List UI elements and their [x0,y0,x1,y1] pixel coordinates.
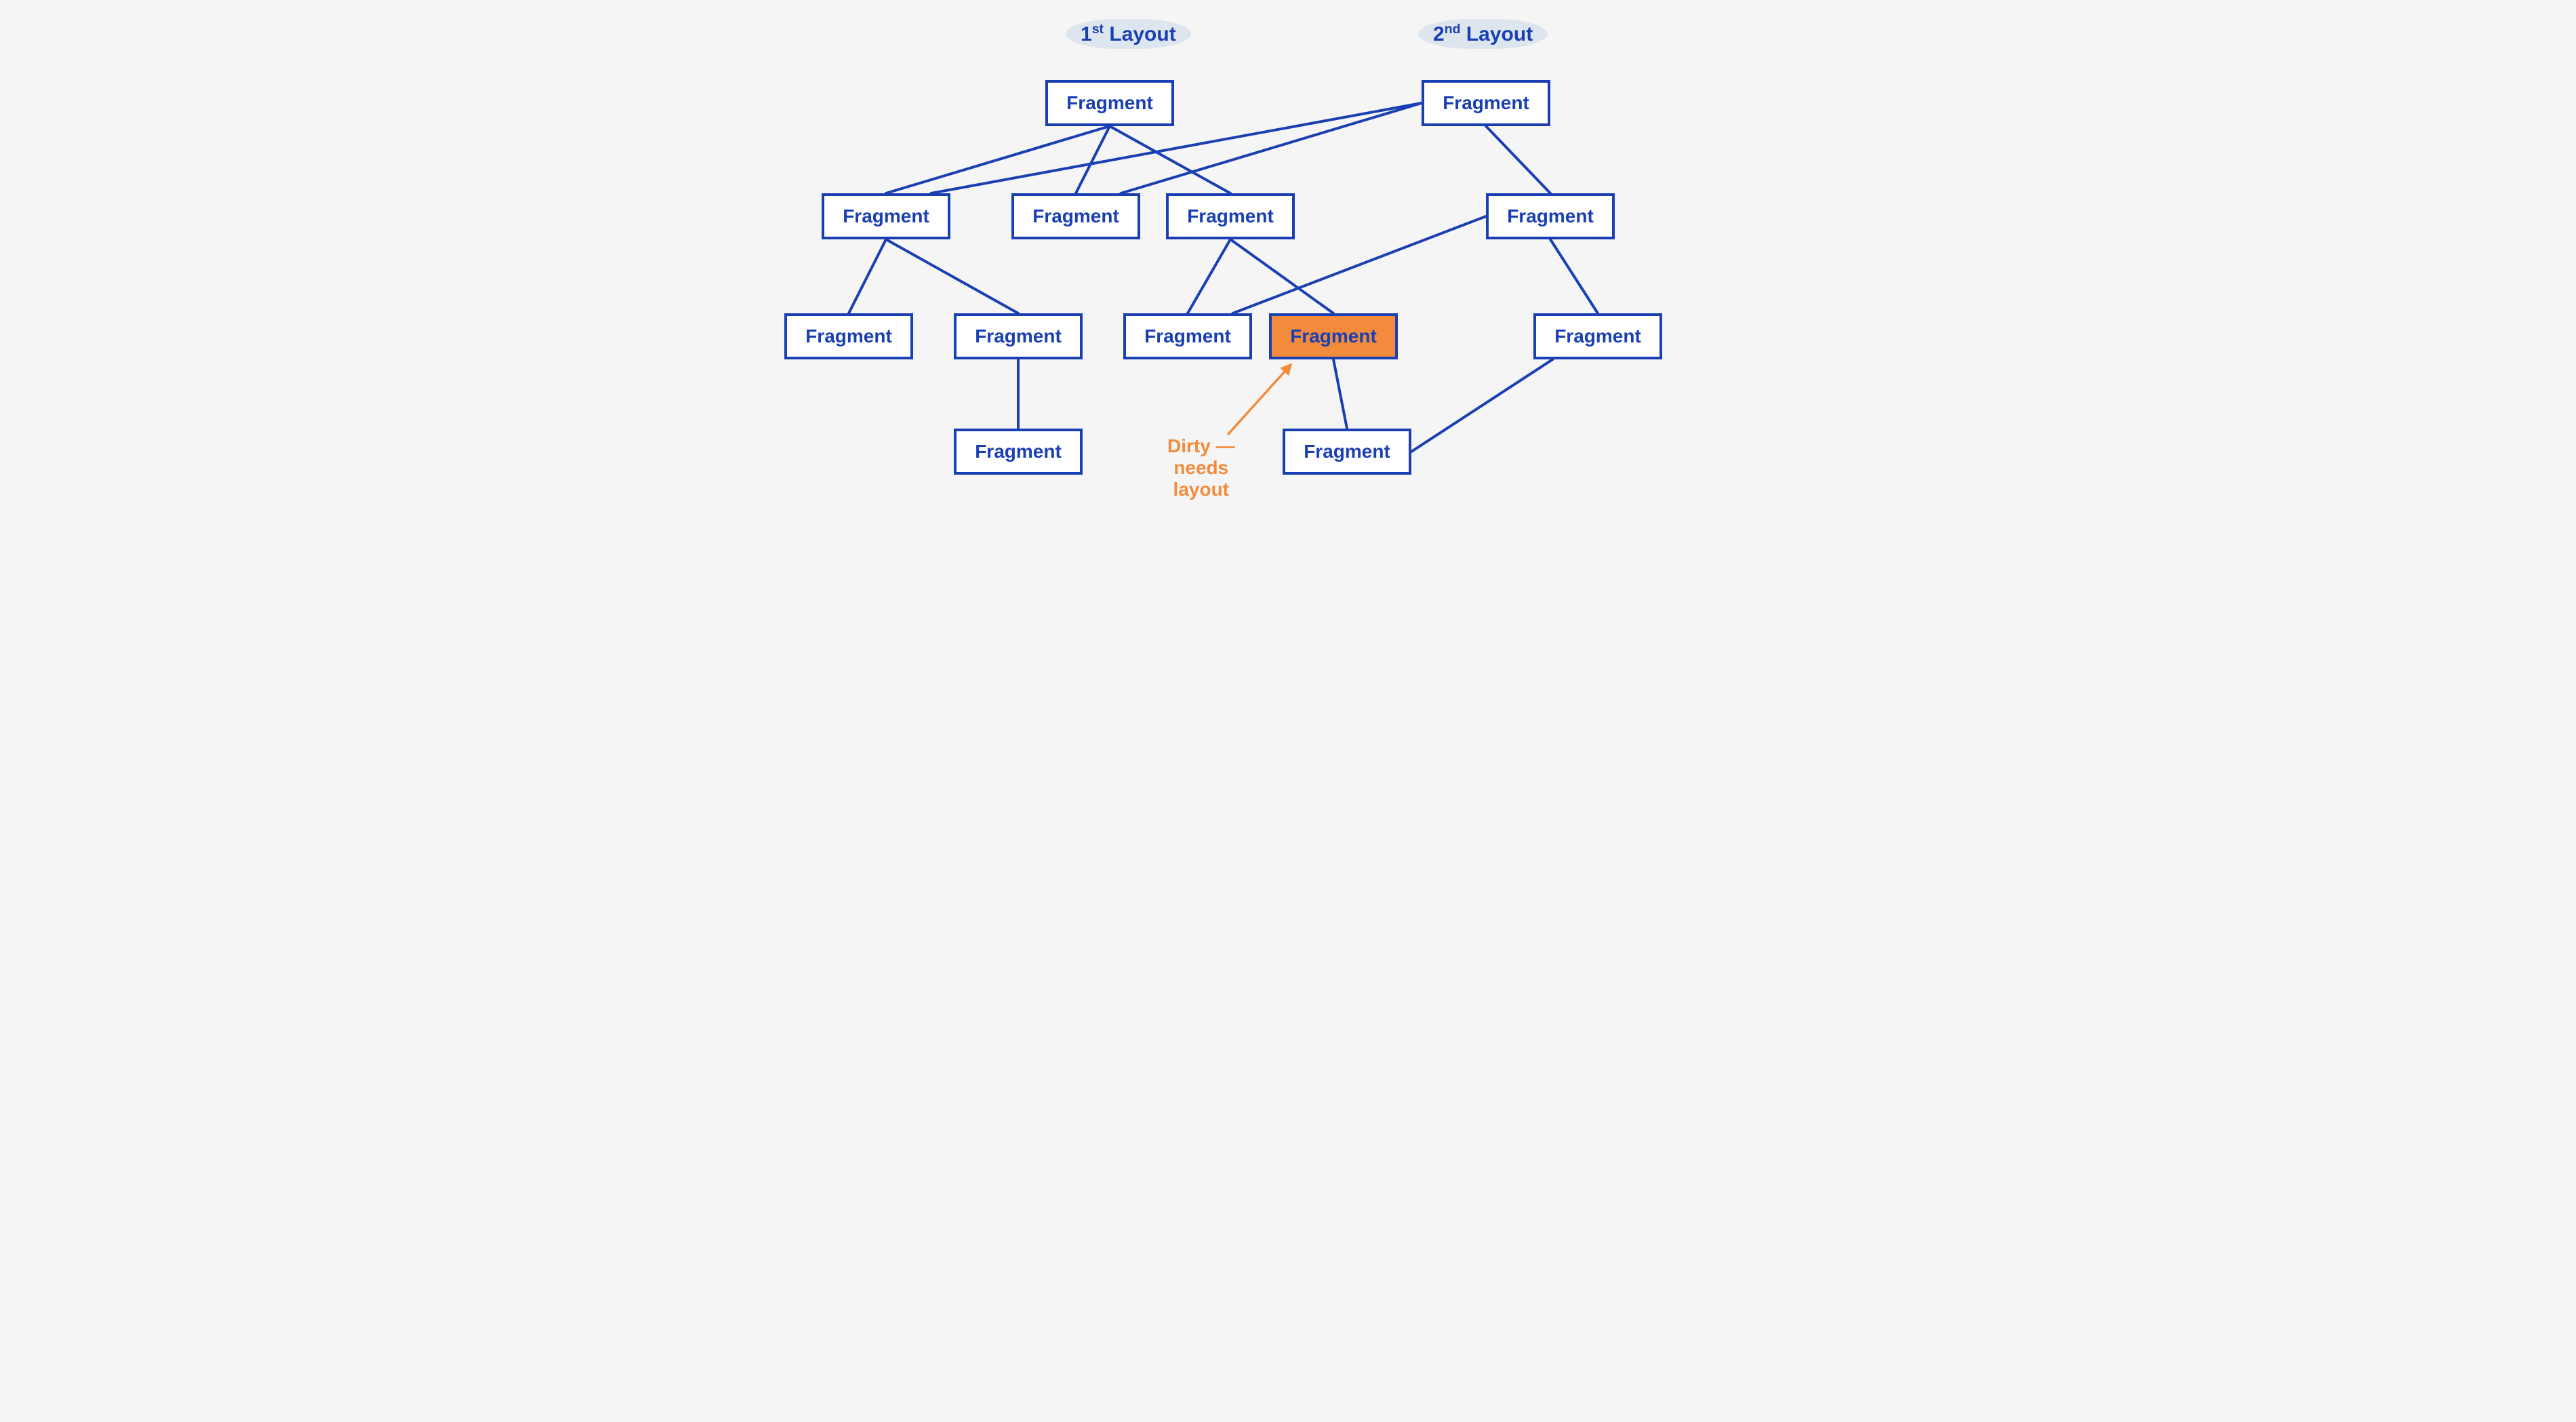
edge-R2-D3 [1411,359,1553,452]
fragment-node-L3a: Fragment [954,429,1083,475]
fragment-node-L2c: Fragment [1123,313,1252,359]
fragment-node-R0: Fragment [1422,80,1550,126]
fragment-node-L1c: Fragment [1166,193,1295,239]
edge-L0-L1b [1076,126,1110,193]
fragment-node-L1a: Fragment [822,193,950,239]
heading-h1: 1st Layout [1066,19,1191,49]
edge-L1a-L2a [849,239,886,313]
fragment-node-D3: Fragment [1283,429,1411,475]
fragment-node-R1: Fragment [1486,193,1615,239]
edge-L1a-L2b [886,239,1018,313]
edge-R1-R2 [1550,239,1598,313]
edge-R0-L1a [931,103,1422,193]
dirty-annotation: Dirty — needs layout [1167,435,1235,501]
fragment-node-L1b: Fragment [1011,193,1140,239]
heading-h2: 2nd Layout [1418,19,1548,49]
edge-L1c-L2c [1188,239,1230,313]
diagram-canvas: 1st Layout 2nd Layout Fragment Fragment Frag… [767,0,1809,575]
fragment-node-R2: Fragment [1533,313,1662,359]
fragment-node-L2b: Fragment [954,313,1083,359]
edge-R0-R1 [1486,126,1550,193]
fragment-node-L0: Fragment [1045,80,1174,126]
annotation-arrow [1228,365,1291,434]
fragment-node-L2a: Fragment [784,313,913,359]
edge-L0-L1a [886,126,1110,193]
edge-layer [767,0,1809,575]
edge-D-D3 [1333,359,1347,429]
edge-L1c-D [1230,239,1333,313]
edge-L0-L1c [1110,126,1230,193]
fragment-node-D: Fragment [1269,313,1398,359]
